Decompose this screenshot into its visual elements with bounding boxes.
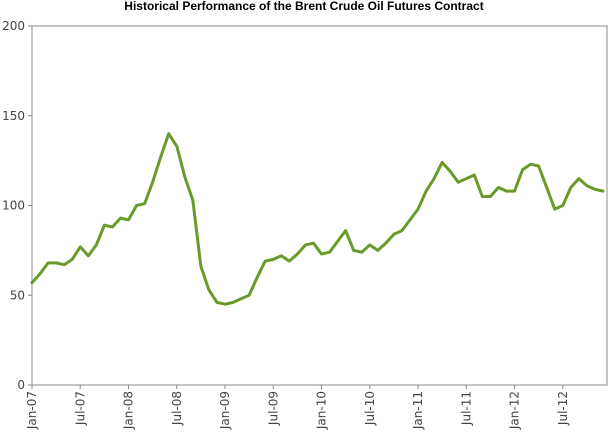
- y-tick-label: 150: [2, 109, 25, 123]
- x-tick-label: Jul-08: [170, 391, 184, 426]
- x-tick-label: Jan-08: [122, 391, 136, 430]
- x-tick-label: Jan-09: [218, 391, 232, 430]
- x-tick-label: Jan-11: [411, 391, 425, 430]
- y-tick-label: 50: [10, 288, 25, 302]
- x-tick-label: Jul-11: [459, 391, 473, 426]
- plot-frame: [31, 25, 608, 386]
- x-tick-label: Jan-12: [508, 391, 522, 430]
- x-tick-label: Jul-10: [363, 391, 377, 426]
- x-tick-label: Jul-07: [73, 391, 87, 426]
- x-axis-ticks: Jan-07 Jul-07 Jan-08 Jul-08 Jan-09 Jul-09 Jan-…: [25, 385, 570, 430]
- x-tick-label: Jul-12: [556, 391, 570, 426]
- x-tick-label: Jul-09: [266, 391, 280, 426]
- chart-title: Historical Performance of the Brent Crud…: [124, 0, 483, 13]
- y-tick-label: 100: [2, 199, 25, 213]
- x-tick-label: Jan-07: [25, 391, 39, 430]
- y-tick-label: 200: [2, 19, 25, 33]
- series-line: [30, 132, 605, 306]
- y-tick-label: 0: [17, 378, 25, 392]
- x-tick-label: Jan-10: [315, 391, 329, 430]
- y-axis-ticks: 0 50 100 150 200: [2, 19, 32, 392]
